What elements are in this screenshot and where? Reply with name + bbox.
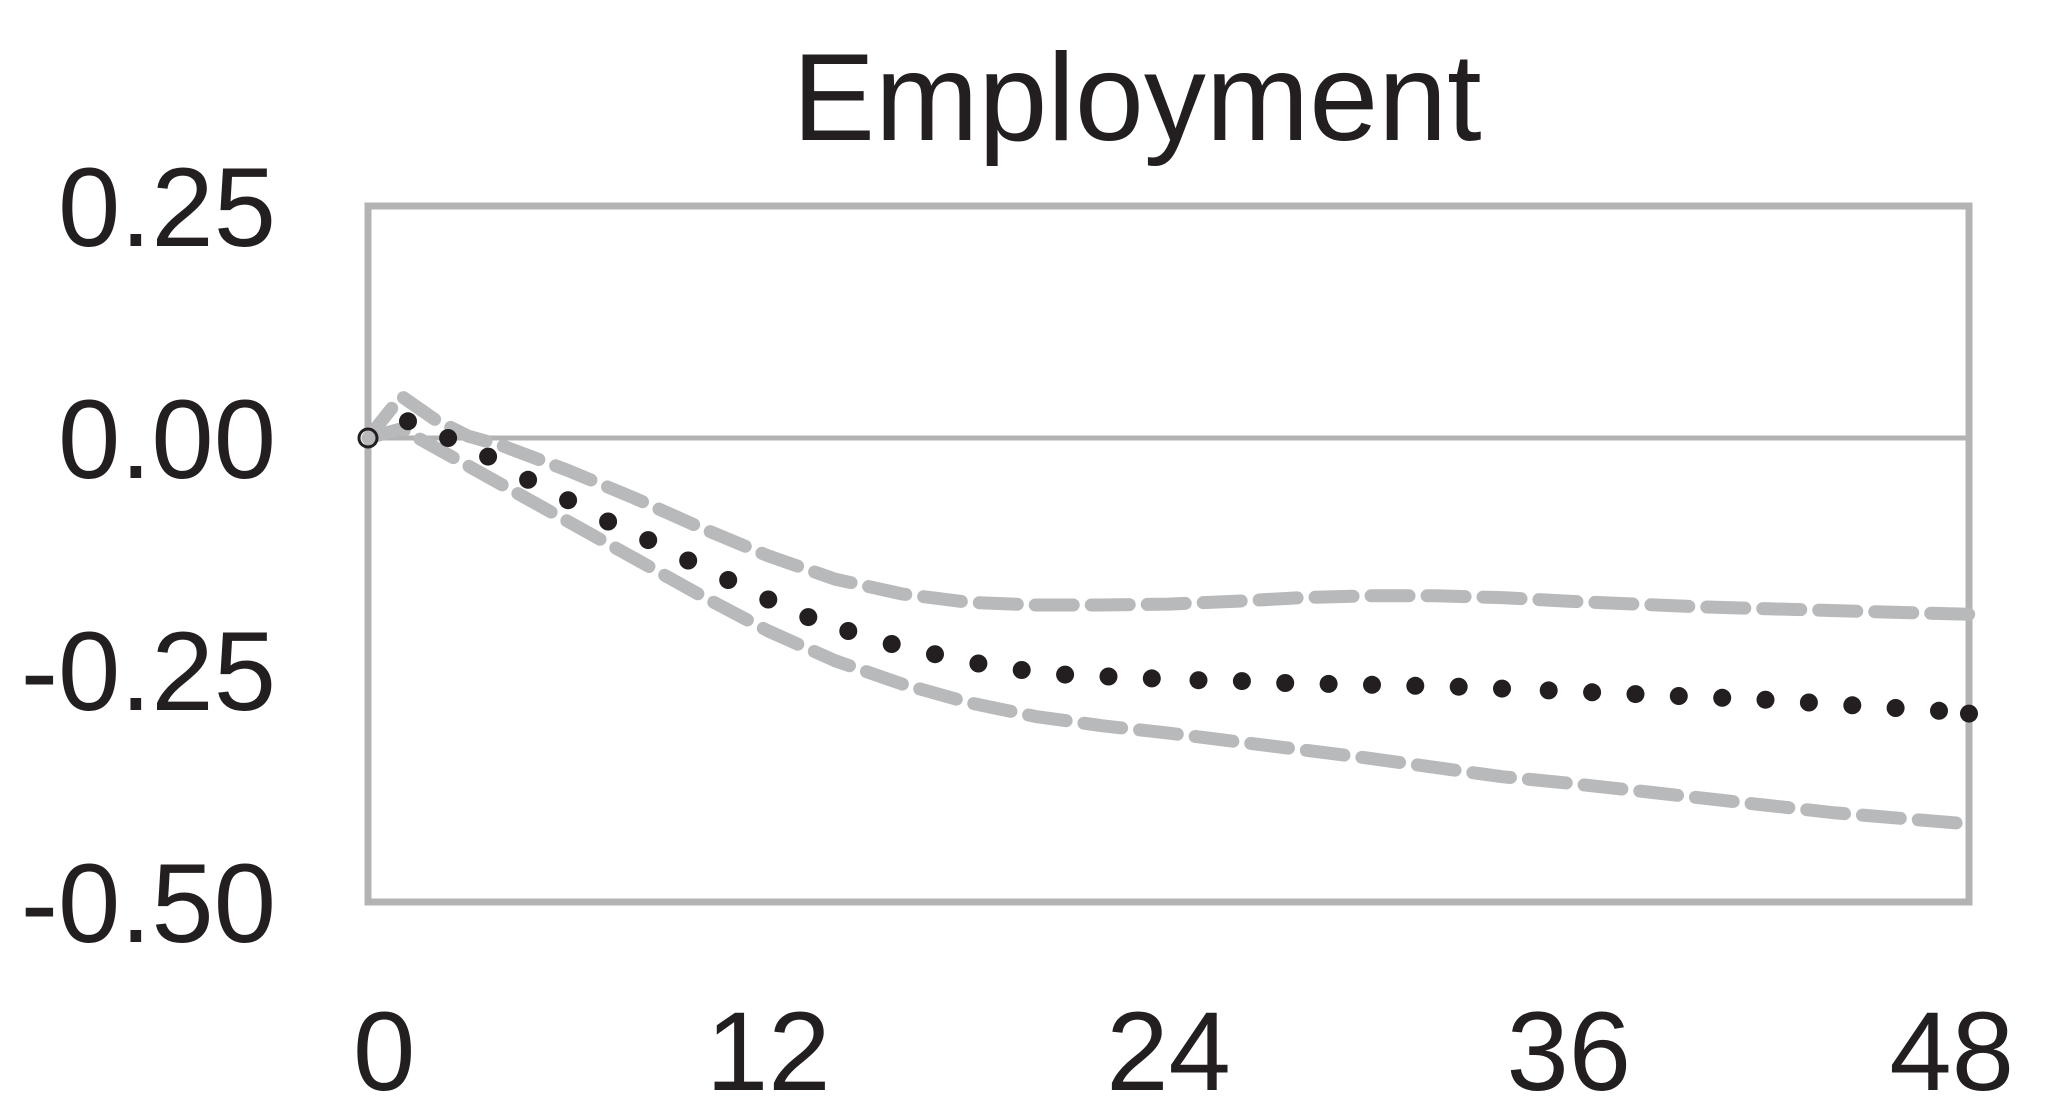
estimate-point xyxy=(969,654,988,673)
estimate-point xyxy=(1099,667,1118,686)
estimate-point xyxy=(926,645,944,664)
y-tick-label: -0.50 xyxy=(21,841,276,966)
estimate-point xyxy=(639,531,658,550)
lower-band-line xyxy=(361,422,1976,831)
y-tick-label: -0.25 xyxy=(21,609,276,734)
estimate-point xyxy=(1189,671,1208,690)
upper-band-line xyxy=(361,389,1976,621)
estimate-point xyxy=(1539,681,1558,700)
estimate-point xyxy=(1319,674,1338,693)
plot-frame xyxy=(364,202,1973,906)
estimate-point xyxy=(1626,685,1645,704)
y-tick-label: 0.00 xyxy=(58,377,276,502)
estimate-point xyxy=(1583,683,1602,702)
estimate-point xyxy=(439,429,458,447)
estimate-point xyxy=(559,491,578,510)
estimate-point xyxy=(519,470,538,489)
estimate-point xyxy=(719,571,738,589)
x-tick-label: 12 xyxy=(706,989,831,1111)
estimate-point xyxy=(1012,661,1031,679)
estimate-point xyxy=(1713,688,1732,707)
x-tick-label: 48 xyxy=(1889,989,2014,1111)
estimate-point xyxy=(1276,674,1295,692)
x-tick-label: 24 xyxy=(1106,989,1231,1111)
x-axis-tick-labels: 0 12 24 36 48 xyxy=(353,989,2014,1111)
x-tick-label: 36 xyxy=(1506,989,1631,1111)
estimate-point xyxy=(1756,690,1775,709)
x-tick-label: 0 xyxy=(353,989,415,1111)
estimate-point xyxy=(357,427,379,449)
series-layer xyxy=(357,389,1978,831)
estimate-point xyxy=(839,622,858,640)
estimate-point xyxy=(1843,696,1862,715)
estimate-point xyxy=(1406,676,1425,695)
estimate-point xyxy=(479,447,498,466)
estimate-point xyxy=(1493,679,1511,698)
estimate-point xyxy=(1886,699,1905,717)
estimate-point xyxy=(1960,704,1978,723)
estimate-point xyxy=(759,590,778,609)
estimate-point xyxy=(1449,677,1468,696)
estimate-point xyxy=(1363,675,1381,694)
estimate-point xyxy=(399,412,417,431)
y-axis-tick-labels: 0.25 0.00 -0.25 -0.50 xyxy=(21,145,276,966)
y-tick-label: 0.25 xyxy=(58,145,276,270)
estimate-point xyxy=(679,551,698,570)
estimate-point xyxy=(599,512,618,531)
estimate-point xyxy=(1142,669,1161,688)
estimate-point xyxy=(1232,672,1251,691)
estimate-point xyxy=(1669,687,1688,705)
estimate-point xyxy=(1799,693,1818,712)
estimate-point xyxy=(1056,665,1075,684)
chart-title: Employment xyxy=(792,29,1481,167)
estimate-point xyxy=(882,635,901,653)
estimate-point xyxy=(799,608,818,627)
estimate-point xyxy=(1930,701,1948,720)
